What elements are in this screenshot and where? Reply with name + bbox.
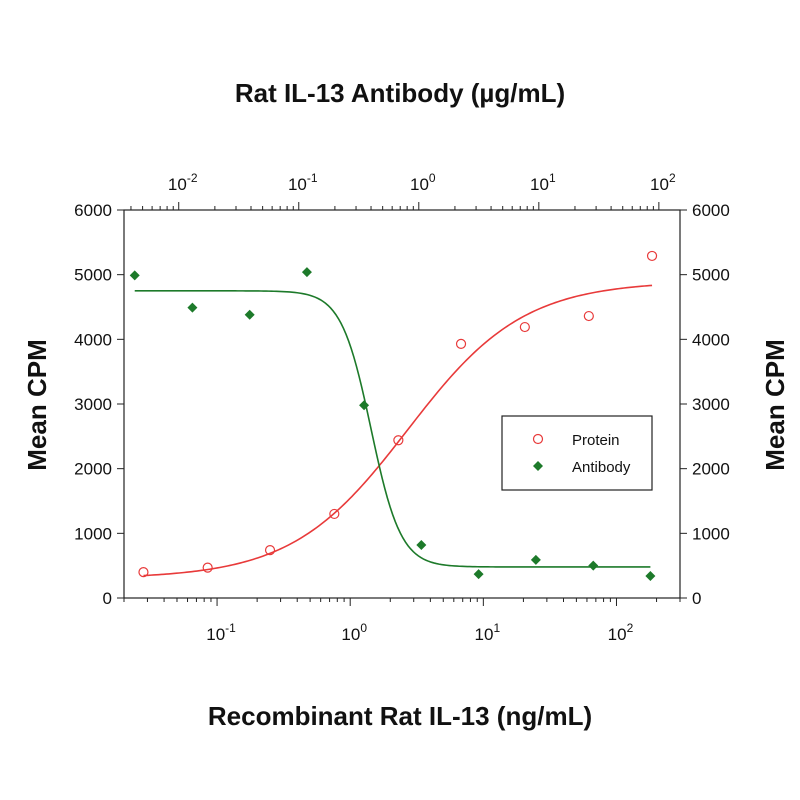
top-x-tick-label: 10-1 [288,171,318,194]
protein-data-point [393,435,404,446]
antibody-data-point [301,267,312,278]
protein-data-point [202,562,213,573]
antibody-data-point [187,302,198,313]
legend: Protein Antibody [501,415,653,491]
left-y-tick-label: 3000 [74,395,112,414]
right-y-tick-label: 2000 [692,460,730,479]
protein-data-point [646,250,658,262]
antibody-fit-curve [134,290,651,568]
protein-data-point [455,338,467,349]
bottom-x-tick-label: 101 [475,621,501,644]
top-x-tick-label: 10-2 [168,171,198,194]
left-y-tick-label: 0 [103,589,112,608]
protein-data-point [329,508,340,520]
left-y-tick-label: 6000 [74,201,112,220]
legend-protein-marker [532,433,544,445]
bottom-x-tick-label: 10-1 [206,621,236,644]
right-y-tick-label: 1000 [692,524,730,543]
left-y-tick-label: 4000 [74,330,112,349]
bottom-x-tick-label: 100 [341,621,367,644]
top-x-tick-label: 100 [410,171,436,194]
left-y-tick-label: 1000 [74,524,112,543]
right-y-tick-label: 6000 [692,201,730,220]
legend-protein-label: Protein [572,432,620,449]
bottom-axis-title: Recombinant Rat IL-13 (ng/mL) [208,701,592,731]
fit-curves [134,284,653,577]
right-y-tick-label: 5000 [692,266,730,285]
antibody-data-point [530,554,541,565]
top-x-tick-label: 101 [530,171,556,194]
antibody-data-point [416,539,427,550]
right-y-tick-label: 4000 [692,330,730,349]
bottom-x-tick-label: 102 [608,621,634,644]
right-y-tick-label: 0 [692,589,701,608]
protein-data-point [138,567,149,578]
right-axis-title: Mean CPM [760,339,790,470]
top-x-tick-label: 102 [650,171,676,194]
antibody-data-point [129,270,140,281]
left-y-tick-label: 2000 [74,460,112,479]
plot-frame [123,209,681,599]
legend-box [501,415,653,491]
protein-data-point [519,321,530,333]
legend-antibody-label: Antibody [572,459,631,476]
antibody-data-point [359,400,370,411]
antibody-data-point [244,309,255,320]
antibody-data-point [588,560,599,571]
data-markers [129,250,658,582]
axis-ticks: 0 0 1000 1000 2000 2000 3000 3000 4000 4000 5000 50… [74,171,730,644]
left-y-tick-label: 5000 [74,266,112,285]
protein-data-point [583,310,594,322]
legend-antibody-marker [533,461,543,471]
protein-fit-curve [143,284,653,577]
left-axis-title: Mean CPM [22,339,52,470]
antibody-data-point [473,569,484,580]
antibody-data-point [645,571,656,582]
right-y-tick-label: 3000 [692,395,730,414]
protein-data-point [264,545,276,556]
top-axis-title: Rat IL-13 Antibody (µg/mL) [235,78,565,108]
